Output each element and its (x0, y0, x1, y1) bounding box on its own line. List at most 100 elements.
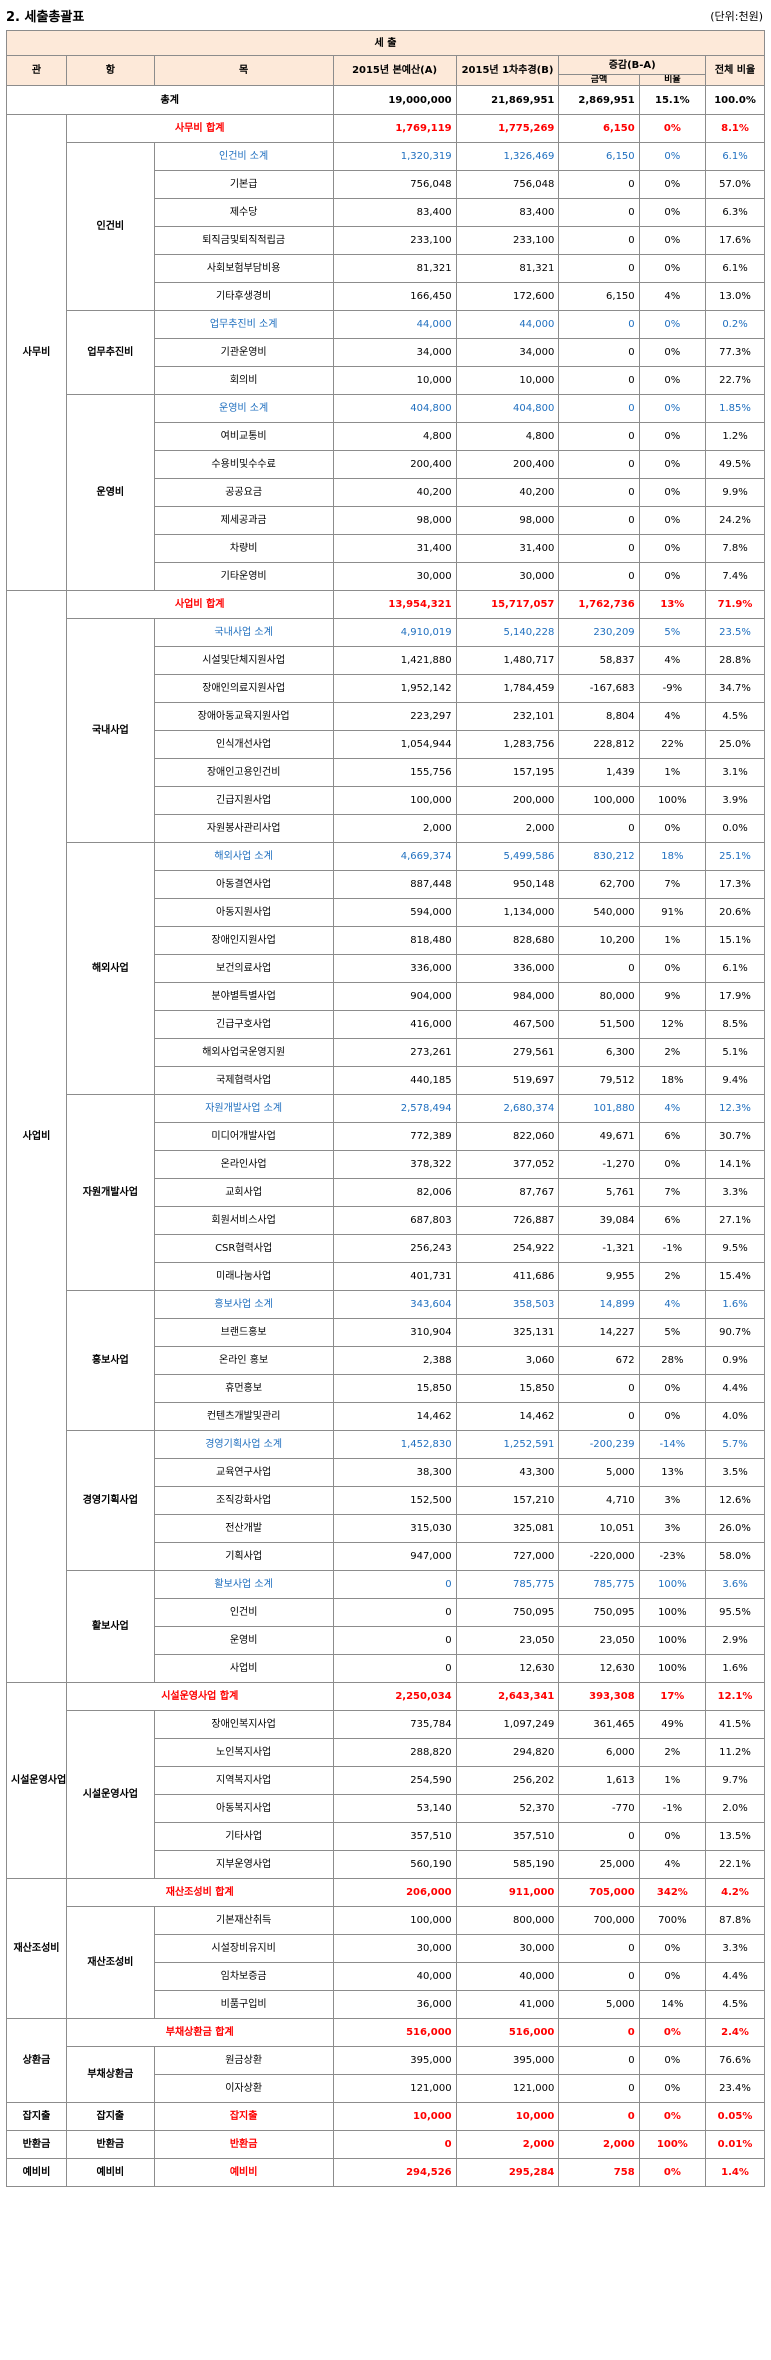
share-cell: 9.9% (705, 478, 765, 507)
change-amount-cell: 1,762,736 (558, 590, 640, 619)
item-label: 차량비 (153, 534, 334, 563)
header-mok: 목 (153, 55, 334, 86)
gwan-label: 상환금 (6, 2018, 67, 2103)
budget-a-cell: 121,000 (332, 2074, 457, 2103)
budget-b-cell: 516,000 (455, 2018, 560, 2047)
item-label: 긴급구호사업 (153, 1010, 334, 1039)
budget-b-cell: 14,462 (455, 1402, 560, 1431)
budget-a-cell: 416,000 (332, 1010, 457, 1039)
change-amount-cell: 5,000 (558, 1990, 640, 2019)
table-row: 컨텐츠개발및관리 14,462 14,462 0 0% 4.0% (7, 1402, 765, 1431)
header-col-a: 2015년 본예산(A) (332, 55, 457, 86)
budget-a-cell: 357,510 (332, 1822, 457, 1851)
change-ratio-cell: 3% (638, 1514, 707, 1543)
header-total-share: 전체 비율 (705, 55, 765, 86)
budget-b-cell: 200,000 (455, 786, 560, 815)
budget-b-cell: 83,400 (455, 198, 560, 227)
change-amount-cell: 62,700 (558, 870, 640, 899)
budget-a-cell: 947,000 (332, 1542, 457, 1571)
change-ratio-cell: 18% (638, 842, 707, 871)
budget-b-cell: 1,283,756 (455, 730, 560, 759)
item-label: 장애인복지사업 (153, 1710, 334, 1739)
header-change-amount: 금액 (558, 74, 640, 86)
budget-a-cell: 440,185 (332, 1066, 457, 1095)
change-amount-cell: 758 (558, 2158, 640, 2187)
change-amount-cell: 0 (558, 562, 640, 591)
change-amount-cell: 700,000 (558, 1906, 640, 1935)
budget-b-cell: 40,000 (455, 1962, 560, 1991)
budget-a-cell: 14,462 (332, 1402, 457, 1431)
change-ratio-cell: 0% (638, 366, 707, 395)
budget-b-cell: 325,081 (455, 1514, 560, 1543)
item-label: 분야별특별사업 (153, 982, 334, 1011)
budget-a-cell: 4,800 (332, 422, 457, 451)
share-cell: 27.1% (705, 1206, 765, 1235)
change-amount-cell: 0 (558, 450, 640, 479)
share-cell: 100.0% (705, 85, 765, 115)
change-ratio-cell: 0% (638, 310, 707, 339)
item-label: 업무추진비 소계 (153, 310, 334, 339)
item-label: 퇴직금및퇴직적립금 (153, 226, 334, 255)
change-ratio-cell: 4% (638, 1094, 707, 1123)
change-ratio-cell: 0% (638, 394, 707, 423)
change-amount-cell: 10,200 (558, 926, 640, 955)
budget-a-cell: 100,000 (332, 786, 457, 815)
budget-b-cell: 294,820 (455, 1738, 560, 1767)
change-amount-cell: 2,000 (558, 2130, 640, 2159)
share-cell: 3.1% (705, 758, 765, 787)
change-ratio-cell: 0% (638, 142, 707, 171)
change-amount-cell: 228,812 (558, 730, 640, 759)
budget-a-cell: 44,000 (332, 310, 457, 339)
item-label: 시설장비유지비 (153, 1934, 334, 1963)
share-cell: 3.3% (705, 1934, 765, 1963)
change-amount-cell: 0 (558, 506, 640, 535)
share-cell: 6.1% (705, 142, 765, 171)
expenditure-table: 세 출 관 항 목 2015년 본예산(A) 2015년 1차추경(B) 증감(B-A) 전체… (6, 30, 765, 2187)
budget-b-cell: 81,321 (455, 254, 560, 283)
change-ratio-cell: 22% (638, 730, 707, 759)
item-label: 운영비 소계 (153, 394, 334, 423)
budget-b-cell: 121,000 (455, 2074, 560, 2103)
header-col-b: 2015년 1차추경(B) (455, 55, 560, 86)
table-row: 세 출 (6, 30, 765, 56)
item-label: 회원서비스사업 (153, 1206, 334, 1235)
change-amount-cell: 393,308 (558, 1682, 640, 1711)
header-change: 증감(B-A) (558, 55, 707, 75)
change-amount-cell: 58,837 (558, 646, 640, 675)
share-cell: 15.1% (705, 926, 765, 955)
budget-b-cell: 357,510 (455, 1822, 560, 1851)
hang-label: 반환금 (65, 2130, 155, 2159)
change-ratio-cell: 14% (638, 1990, 707, 2019)
item-label: 사업비 (153, 1654, 334, 1683)
table-row: 인건비 인건비 소계 1,320,319 1,326,469 6,150 0% 6.1% (7, 142, 765, 311)
change-ratio-cell: 13% (638, 1458, 707, 1487)
budget-b-cell: 1,784,459 (455, 674, 560, 703)
change-ratio-cell: 4% (638, 1290, 707, 1319)
table-row: 비품구입비 36,000 41,000 5,000 14% 4.5% (7, 1990, 765, 2019)
table-row: 업무추진비 업무추진비 소계 44,000 44,000 0 0% 0.2% (7, 310, 765, 395)
change-amount-cell: 0 (558, 366, 640, 395)
table-row: 교회사업 82,006 87,767 5,761 7% 3.3% (7, 1178, 765, 1207)
share-cell: 4.0% (705, 1402, 765, 1431)
budget-a-cell: 594,000 (332, 898, 457, 927)
change-ratio-cell: 0% (638, 2102, 707, 2131)
share-cell: 34.7% (705, 674, 765, 703)
budget-b-cell: 404,800 (455, 394, 560, 423)
budget-a-cell: 560,190 (332, 1850, 457, 1879)
table-row: 장애아동교육지원사업 223,297 232,101 8,804 4% 4.5% (7, 702, 765, 731)
budget-a-cell: 100,000 (332, 1906, 457, 1935)
budget-b-cell: 822,060 (455, 1122, 560, 1151)
hang-label: 자원개발사업 (65, 1094, 155, 1291)
hang-label: 시설운영사업 (65, 1710, 155, 1879)
item-label: 사회보험부담비용 (153, 254, 334, 283)
change-amount-cell: 0 (558, 1822, 640, 1851)
change-ratio-cell: 100% (638, 786, 707, 815)
budget-b-cell: 1,326,469 (455, 142, 560, 171)
change-ratio-cell: 6% (638, 1206, 707, 1235)
table-row: 온라인 홍보 2,388 3,060 672 28% 0.9% (7, 1346, 765, 1375)
change-ratio-cell: 0% (638, 562, 707, 591)
change-amount-cell: 25,000 (558, 1850, 640, 1879)
table-row: 국제협력사업 440,185 519,697 79,512 18% 9.4% (7, 1066, 765, 1095)
budget-a-cell: 294,526 (332, 2158, 457, 2187)
change-amount-cell: 705,000 (558, 1878, 640, 1907)
